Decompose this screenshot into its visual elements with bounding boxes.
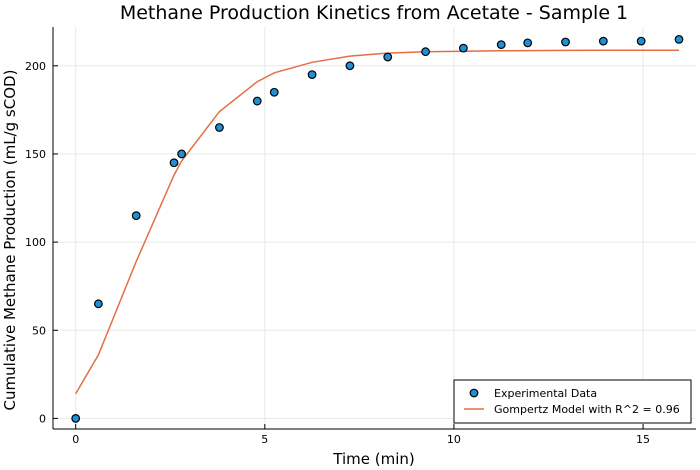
data-point <box>215 123 224 132</box>
data-point <box>561 37 570 47</box>
y-tick-label: 200 <box>25 60 46 73</box>
legend-label-gompertz: Gompertz Model with R^2 = 0.96 <box>494 403 680 416</box>
y-tick-label: 150 <box>25 148 46 161</box>
x-tick-label: 15 <box>636 433 650 446</box>
axes <box>52 27 696 430</box>
y-tick-label: 0 <box>39 412 46 425</box>
gompertz-model-series <box>75 49 679 395</box>
data-point <box>523 38 533 48</box>
y-tick-label: 50 <box>32 324 46 337</box>
y-axis-label: Cumulative Methane Production (mL/g sCOD… <box>1 70 19 411</box>
chart-title: Methane Production Kinetics from Acetate… <box>120 2 628 24</box>
legend-label-experimental: Experimental Data <box>494 387 597 400</box>
gompertz-model-line <box>75 49 679 395</box>
data-point <box>598 36 608 46</box>
experimental-data-series <box>71 34 684 423</box>
data-point <box>636 36 646 46</box>
data-point <box>345 61 355 71</box>
data-point <box>93 299 103 309</box>
data-point <box>252 96 262 106</box>
x-tick-label: 10 <box>447 433 461 446</box>
data-point <box>421 47 430 57</box>
data-point <box>496 40 506 50</box>
data-point <box>383 52 393 62</box>
data-point <box>131 211 141 221</box>
data-point <box>177 149 187 159</box>
data-point <box>169 158 179 168</box>
data-point <box>269 87 279 97</box>
x-tick-label: 5 <box>261 433 268 446</box>
x-axis-label: Time (min) <box>332 450 414 468</box>
x-tick-label: 0 <box>72 433 79 446</box>
data-point <box>71 414 81 423</box>
legend-marker-experimental <box>469 388 479 398</box>
legend-box <box>453 379 692 424</box>
grid <box>53 27 696 429</box>
data-point <box>674 34 684 44</box>
y-tick-label: 100 <box>25 236 46 249</box>
data-point <box>458 43 468 53</box>
legend: Experimental Data Gompertz Model with R^2… <box>453 379 692 424</box>
data-point <box>307 70 317 80</box>
